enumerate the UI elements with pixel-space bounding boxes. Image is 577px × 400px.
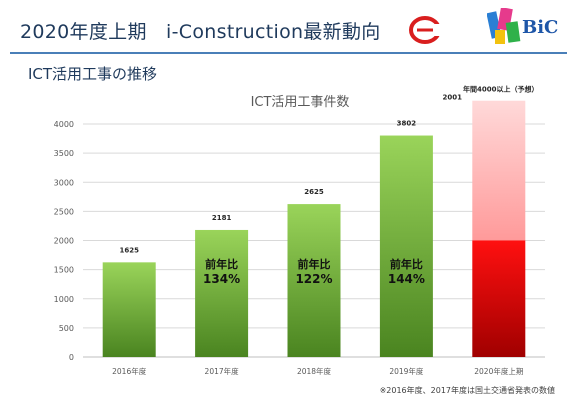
bar-value-label: 2001 [443,94,463,102]
y-tick-label: 0 [69,353,74,362]
chart-bars [102,100,526,357]
footnote: ※2016年度、2017年度は国土交通省発表の数値 [380,385,555,395]
y-tick-label: 1500 [54,266,74,275]
y-tick-label: 2000 [54,237,74,246]
x-tick-label: 2017年度 [205,366,240,376]
bar [102,262,156,357]
y-tick-label: 500 [59,324,74,333]
growth-value: 134% [203,272,240,286]
x-tick-label: 2020年度上期 [474,366,523,376]
bar-value-label: 3802 [397,120,417,128]
y-tick-label: 3000 [54,178,74,187]
x-tick-label: 2016年度 [112,366,147,376]
chart-labels: ICT活用工事件数 0 500 1000 1500 2000 2500 3000 3500 400… [54,85,555,395]
x-tick-label: 2018年度 [297,366,332,376]
bar [195,229,249,357]
growth-label: 前年比 [298,257,331,271]
growth-value: 122% [295,272,332,286]
y-tick-label: 2500 [54,207,74,216]
y-tick-label: 3500 [54,149,74,158]
y-tick-label: 1000 [54,295,74,304]
chart-title: ICT活用工事件数 [251,95,350,110]
forecast-label: 年間4000以上（予想） [463,85,538,94]
bar-value-label: 1625 [119,246,139,254]
bic-logo [487,8,521,44]
i-construction-logo [409,16,441,44]
bar [379,135,433,357]
bar [287,204,341,357]
forecast-bar [472,100,526,241]
slide-title: 2020年度上期 i-Construction最新動向 [20,21,381,43]
bar-value-label: 2625 [304,188,324,196]
y-tick-label: 4000 [54,120,74,129]
growth-label: 前年比 [390,257,423,271]
x-tick-label: 2019年度 [389,366,424,376]
growth-value: 144% [388,272,425,286]
bar-value-label: 2181 [212,214,232,222]
bic-logo-text: BiC [522,17,559,38]
title-divider [10,52,567,54]
bar [472,240,526,357]
growth-label: 前年比 [205,257,238,271]
section-title: ICT活用工事の推移 [28,65,158,83]
